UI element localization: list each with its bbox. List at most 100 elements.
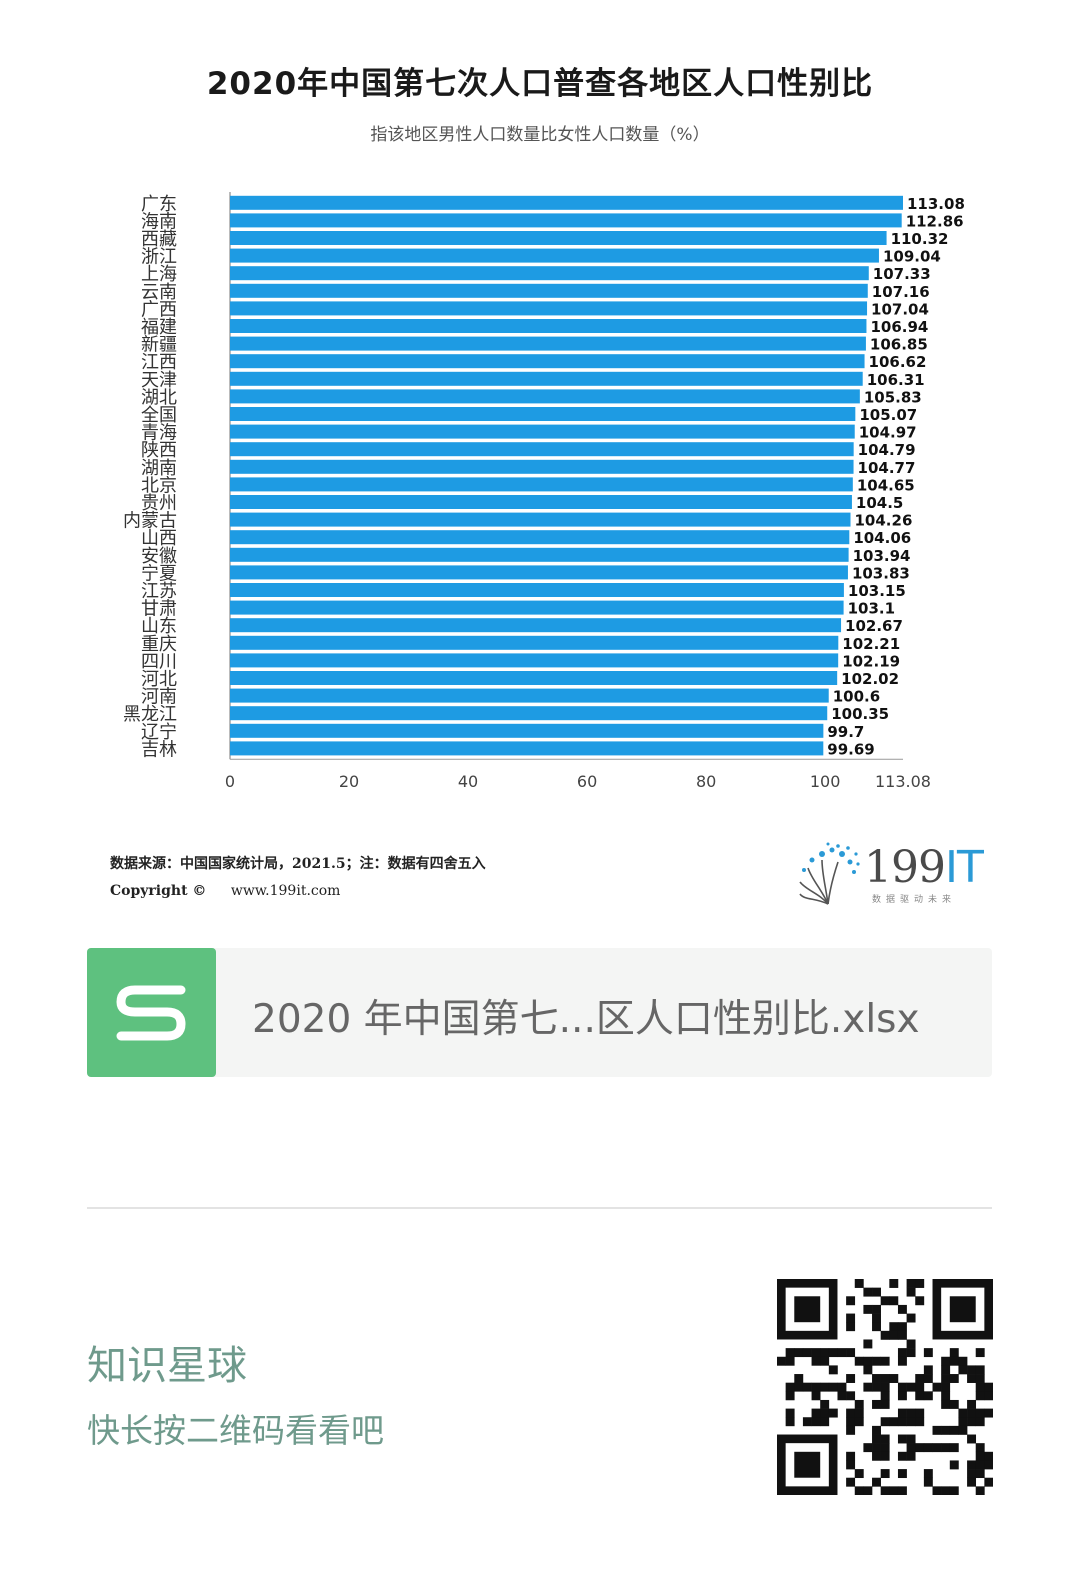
qr-module	[984, 1408, 993, 1418]
qr-module	[975, 1391, 985, 1401]
category-label: 蒙	[141, 511, 159, 532]
spreadsheet-s-icon	[87, 948, 216, 1077]
bar-26	[230, 653, 839, 668]
category-label: 全	[141, 405, 159, 426]
file-attachment-card[interactable]: 2020 年中国第七...区人口性别比.xlsx	[87, 948, 992, 1077]
category-label: 北	[159, 669, 177, 690]
qr-module	[975, 1443, 985, 1453]
qr-module	[889, 1279, 899, 1288]
bar-value-label: 110.32	[891, 230, 949, 248]
qr-module	[880, 1417, 890, 1427]
qr-module	[889, 1296, 899, 1306]
bar-16	[230, 477, 853, 492]
qr-module	[846, 1417, 856, 1427]
bar-value-label: 104.97	[859, 424, 917, 442]
qr-module	[984, 1382, 993, 1392]
qr-module	[880, 1486, 890, 1495]
bar-value-label: 104.06	[853, 529, 911, 547]
category-label: 西	[159, 528, 177, 549]
bar-value-label: 100.6	[833, 688, 880, 706]
copyright-url[interactable]: www.199it.com	[230, 883, 341, 899]
qr-code[interactable]	[777, 1279, 993, 1495]
qr-module	[880, 1434, 890, 1444]
qr-module	[889, 1330, 899, 1340]
bar-value-label: 107.16	[872, 283, 930, 301]
qr-module	[958, 1365, 968, 1375]
category-label: 津	[159, 370, 177, 391]
qr-module	[975, 1486, 985, 1495]
qr-module	[975, 1374, 985, 1383]
qr-module	[897, 1348, 907, 1358]
qr-module	[820, 1356, 830, 1366]
qr-module	[828, 1348, 838, 1358]
category-label: 福	[141, 317, 159, 338]
qr-module	[967, 1399, 977, 1409]
bar-chart: 113.08广 东112.86海 南110.32西 藏109.04浙 江107.33上海…	[123, 192, 965, 791]
qr-module	[785, 1417, 795, 1427]
qr-module	[863, 1365, 873, 1375]
category-label: 江	[159, 247, 177, 268]
category-label: 苏	[159, 581, 177, 602]
qr-module	[854, 1356, 864, 1366]
category-label: 南	[159, 282, 177, 303]
bar-2	[230, 231, 887, 245]
bar-value-label: 103.1	[848, 600, 895, 618]
category-label: 东	[159, 616, 177, 637]
category-label: 辽	[141, 722, 159, 743]
category-label: 安	[141, 546, 159, 567]
qr-module	[897, 1486, 907, 1495]
qr-module	[889, 1374, 899, 1383]
category-label: 吉	[141, 739, 159, 760]
qr-module	[880, 1469, 890, 1479]
qr-module	[984, 1391, 993, 1401]
qr-module	[820, 1382, 830, 1392]
category-label: 海	[159, 423, 177, 444]
category-label: 云	[141, 282, 159, 303]
qr-module	[794, 1348, 804, 1358]
qr-module	[975, 1451, 985, 1461]
qr-module	[984, 1477, 993, 1487]
qr-module	[785, 1382, 795, 1392]
qr-module	[872, 1304, 881, 1314]
qr-module	[906, 1287, 916, 1297]
bar-value-label: 109.04	[883, 248, 941, 266]
qr-module	[932, 1382, 942, 1392]
qr-module	[958, 1417, 968, 1427]
bar-value-label: 103.94	[853, 547, 911, 565]
qr-module	[941, 1374, 951, 1383]
promo-title: 知识星球	[87, 1343, 247, 1389]
bar-20	[230, 547, 849, 562]
qr-module	[811, 1391, 821, 1401]
bar-12	[230, 407, 856, 421]
file-name: 2020 年中国第七...区人口性别比.xlsx	[252, 997, 920, 1042]
bar-value-label: 106.94	[870, 318, 928, 336]
qr-module	[967, 1460, 977, 1470]
bar-value-label: 102.21	[842, 635, 900, 653]
category-label: 湖	[141, 387, 159, 408]
qr-module	[906, 1382, 916, 1392]
bar-value-label: 104.79	[858, 441, 916, 459]
qr-module	[906, 1443, 916, 1453]
category-label: 河	[141, 687, 159, 708]
qr-module	[889, 1486, 899, 1495]
qr-module	[854, 1486, 864, 1495]
qr-module	[854, 1279, 864, 1288]
qr-module	[863, 1304, 873, 1314]
qr-finder-core	[794, 1451, 821, 1478]
bar-value-label: 104.77	[858, 459, 916, 477]
qr-module	[958, 1408, 968, 1418]
category-label: 疆	[159, 335, 177, 356]
qr-module	[880, 1356, 890, 1366]
qr-module	[949, 1486, 959, 1495]
qr-module	[846, 1348, 856, 1358]
category-label: 夏	[159, 563, 177, 584]
bar-value-label: 105.83	[864, 388, 922, 406]
qr-module	[846, 1425, 856, 1435]
qr-finder-core	[794, 1296, 821, 1323]
qr-module	[975, 1469, 985, 1479]
bar-27	[230, 671, 838, 685]
qr-module	[820, 1348, 830, 1358]
bar-value-label: 104.65	[857, 476, 915, 494]
bar-value-label: 107.33	[873, 265, 931, 283]
logo-text: 199IT	[864, 842, 984, 893]
